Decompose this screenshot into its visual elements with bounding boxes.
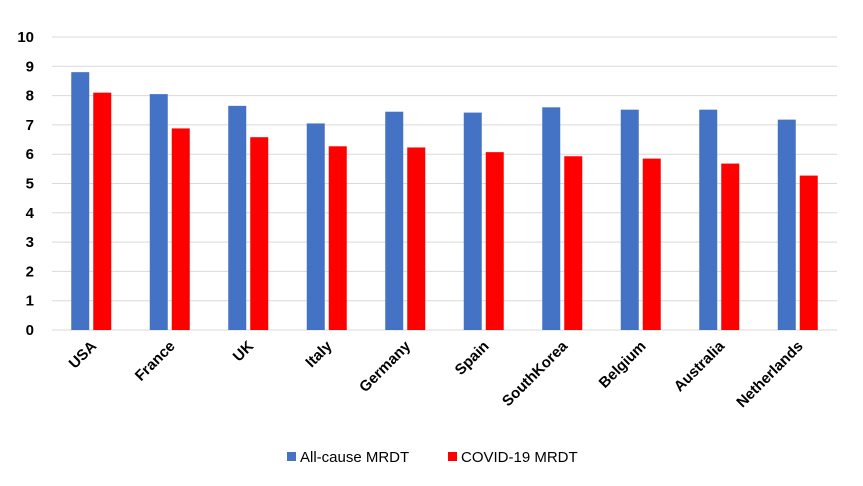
bar-covid-19-australia: [721, 163, 740, 330]
bar-all-cause-germany: [385, 111, 404, 330]
y-tick-label: 3: [26, 234, 34, 251]
y-tick-label: 4: [26, 205, 35, 222]
gridlines: [52, 36, 837, 331]
legend-swatch-covid-19: [448, 452, 457, 461]
y-tick-label: 5: [26, 176, 34, 193]
y-axis-ticks: 0 1 2 3 4 5 6 7 8 9 10: [17, 29, 34, 339]
legend: All-cause MRDT COVID-19 MRDT: [287, 449, 578, 466]
bar-covid-19-spain: [485, 152, 504, 330]
y-tick-label: 8: [26, 88, 34, 105]
x-tick-label: SouthKorea: [499, 337, 572, 410]
y-tick-label: 10: [17, 29, 34, 46]
bar-all-cause-netherlands: [777, 119, 796, 330]
bar-all-cause-spain: [463, 112, 482, 331]
bar-all-cause-uk: [228, 105, 247, 330]
y-tick-label: 0: [26, 322, 34, 339]
bar-all-cause-australia: [699, 109, 718, 330]
bar-covid-19-usa: [93, 92, 112, 330]
x-tick-label: USA: [66, 338, 101, 373]
x-tick-label: Italy: [302, 337, 336, 371]
bar-covid-19-belgium: [642, 158, 661, 330]
x-axis-ticks: USA France UK Italy Germany Spain SouthKorea Be…: [66, 337, 807, 411]
bar-all-cause-southkorea: [542, 107, 561, 330]
x-tick-label: France: [132, 338, 179, 385]
legend-swatch-all-cause: [287, 452, 296, 461]
bar-covid-19-uk: [250, 137, 269, 330]
bar-covid-19-germany: [407, 147, 426, 330]
bar-all-cause-france: [149, 94, 168, 330]
bars: [71, 72, 818, 331]
x-tick-label: Germany: [356, 337, 414, 395]
y-tick-label: 7: [26, 117, 34, 134]
y-tick-label: 6: [26, 146, 34, 163]
bar-covid-19-italy: [328, 146, 347, 330]
bar-covid-19-netherlands: [799, 175, 818, 330]
bar-all-cause-usa: [71, 72, 90, 330]
bar-covid-19-southkorea: [564, 156, 583, 330]
x-tick-label: UK: [230, 338, 257, 365]
x-tick-label: Belgium: [596, 338, 650, 392]
x-tick-label: Australia: [671, 337, 729, 395]
bar-covid-19-france: [171, 128, 190, 330]
y-tick-label: 9: [26, 58, 34, 75]
y-tick-label: 2: [26, 263, 34, 280]
x-tick-label: Netherlands: [733, 338, 806, 411]
legend-label-all-cause: All-cause MRDT: [300, 449, 409, 466]
y-tick-label: 1: [26, 293, 34, 310]
legend-label-covid-19: COVID-19 MRDT: [461, 449, 578, 466]
bar-all-cause-italy: [306, 123, 325, 330]
x-tick-label: Spain: [452, 338, 493, 379]
bar-all-cause-belgium: [620, 109, 639, 330]
